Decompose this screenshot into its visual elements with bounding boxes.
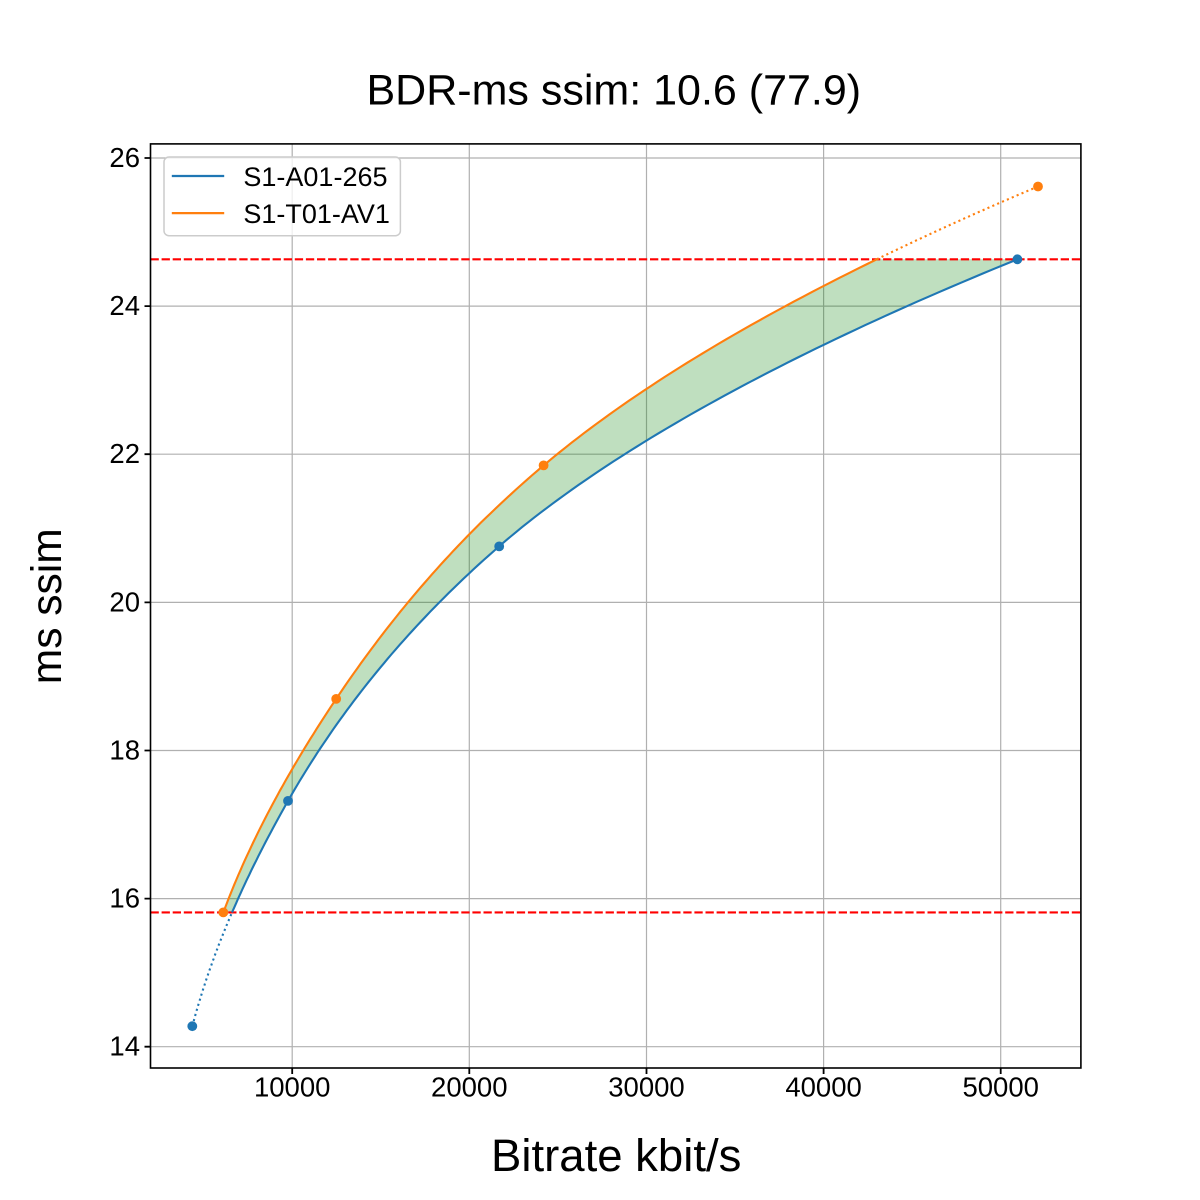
- svg-text:14: 14: [109, 1031, 140, 1062]
- svg-text:20000: 20000: [431, 1072, 507, 1103]
- svg-text:50000: 50000: [962, 1072, 1038, 1103]
- svg-text:24: 24: [109, 290, 140, 321]
- svg-text:30000: 30000: [608, 1072, 684, 1103]
- svg-text:Bitrate kbit/s: Bitrate kbit/s: [491, 1130, 741, 1181]
- svg-text:16: 16: [109, 883, 140, 914]
- svg-text:BDR-ms ssim: 10.6 (77.9): BDR-ms ssim: 10.6 (77.9): [366, 67, 861, 115]
- svg-text:22: 22: [109, 438, 140, 469]
- svg-text:20: 20: [109, 586, 140, 617]
- svg-text:10000: 10000: [254, 1072, 330, 1103]
- svg-text:26: 26: [109, 142, 140, 173]
- svg-text:18: 18: [109, 735, 140, 766]
- svg-text:S1-T01-AV1: S1-T01-AV1: [243, 199, 390, 229]
- svg-text:40000: 40000: [785, 1072, 861, 1103]
- svg-text:S1-A01-265: S1-A01-265: [243, 162, 387, 192]
- svg-text:ms ssim: ms ssim: [24, 528, 71, 684]
